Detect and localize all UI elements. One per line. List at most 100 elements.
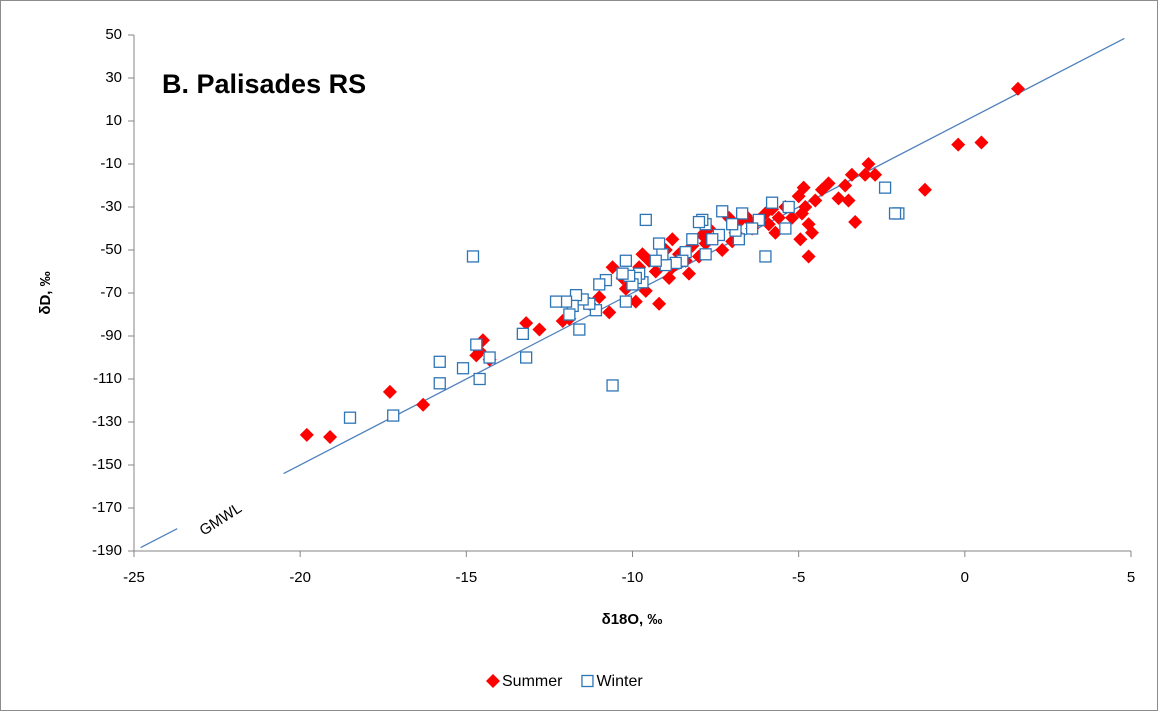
winter-point xyxy=(466,250,480,263)
summer-point xyxy=(768,225,783,240)
winter-point xyxy=(706,233,719,246)
summer-point xyxy=(841,193,856,208)
summer-point xyxy=(814,182,829,197)
winter-point xyxy=(686,233,699,246)
summer-point xyxy=(652,296,667,311)
winter-point xyxy=(433,355,446,368)
legend-marker xyxy=(486,674,500,688)
summer-point xyxy=(761,217,776,232)
summer-point xyxy=(532,322,547,337)
summer-point xyxy=(628,294,643,309)
winter-point xyxy=(616,267,629,280)
winter-point xyxy=(699,248,712,261)
winter-point xyxy=(716,205,729,218)
summer-point xyxy=(785,210,800,225)
winter-point xyxy=(619,254,633,267)
x-tick-label: -15 xyxy=(455,569,477,586)
summer-point xyxy=(323,430,338,445)
summer-point xyxy=(519,316,534,331)
winter-point xyxy=(563,308,576,321)
summer-point xyxy=(382,384,397,399)
summer-point xyxy=(793,232,808,247)
y-tick-label: -170 xyxy=(92,499,122,516)
summer-point xyxy=(791,189,806,204)
winter-point xyxy=(387,409,400,422)
x-tick-label: 0 xyxy=(961,569,969,586)
winter-point xyxy=(759,250,772,263)
winter-point xyxy=(343,411,357,424)
winter-point xyxy=(878,181,892,194)
winter-point xyxy=(765,196,779,209)
winter-point xyxy=(470,338,483,351)
y-tick-label: -10 xyxy=(100,155,122,172)
y-tick-label: -150 xyxy=(92,456,122,473)
winter-point xyxy=(779,222,792,235)
y-tick-label: -90 xyxy=(100,327,122,344)
y-tick-label: -130 xyxy=(92,413,122,430)
winter-point xyxy=(573,323,586,336)
x-tick-label: -10 xyxy=(622,569,644,586)
summer-point xyxy=(974,135,989,150)
winter-point xyxy=(483,351,496,364)
summer-point xyxy=(1011,81,1026,96)
x-tick-label: -5 xyxy=(792,569,805,586)
legend-label: Summer xyxy=(502,673,563,690)
winter-point xyxy=(726,218,739,231)
winter-point xyxy=(473,372,486,386)
x-axis-label: δ18O, ‰ xyxy=(602,611,663,628)
winter-point xyxy=(516,327,529,341)
summer-point xyxy=(858,167,873,182)
winter-point xyxy=(782,200,795,214)
winter-point xyxy=(652,237,666,250)
y-tick-label: -30 xyxy=(100,198,122,215)
summer-point xyxy=(592,290,607,305)
x-tick-label: 5 xyxy=(1127,569,1135,586)
summer-point xyxy=(801,217,816,232)
summer-point xyxy=(662,270,677,285)
y-tick-label: 50 xyxy=(105,26,122,43)
summer-point xyxy=(771,210,786,225)
winter-point xyxy=(549,295,563,308)
y-tick-label: -50 xyxy=(100,241,122,258)
y-axis-label: δD, ‰ xyxy=(37,271,54,314)
summer-point xyxy=(794,206,809,221)
summer-point xyxy=(416,397,431,412)
y-tick-label: 10 xyxy=(105,112,122,129)
winter-point xyxy=(745,222,759,235)
summer-point xyxy=(844,167,859,182)
summer-point xyxy=(605,260,620,275)
winter-point xyxy=(888,207,902,220)
summer-point xyxy=(861,157,876,171)
chart-title: B. Palisades RS xyxy=(162,69,366,99)
summer-point xyxy=(695,227,710,242)
y-tick-label: -190 xyxy=(92,542,122,559)
x-tick-label: -25 xyxy=(123,569,145,586)
winter-point xyxy=(606,379,619,392)
legend-label: Winter xyxy=(596,673,643,690)
summer-point xyxy=(681,266,696,281)
winter-point xyxy=(736,207,749,220)
winter-point xyxy=(649,254,662,267)
summer-point xyxy=(838,178,853,193)
summer-point xyxy=(868,167,883,182)
winter-point xyxy=(692,215,706,229)
summer-point xyxy=(602,305,617,320)
y-tick-label: -70 xyxy=(100,284,122,301)
winter-point xyxy=(752,213,765,227)
summer-point xyxy=(648,264,663,279)
summer-point xyxy=(951,137,966,152)
summer-point xyxy=(469,348,484,363)
winter-point xyxy=(589,304,603,317)
winter-point xyxy=(639,213,652,227)
y-tick-label: 30 xyxy=(105,69,122,86)
summer-point xyxy=(299,427,314,442)
summer-point xyxy=(831,191,846,206)
summer-point xyxy=(635,247,650,262)
summer-point xyxy=(848,215,863,230)
x-tick-label: -20 xyxy=(289,569,311,586)
summer-point xyxy=(808,193,823,208)
winter-point xyxy=(593,278,606,291)
winter-point xyxy=(520,351,533,364)
